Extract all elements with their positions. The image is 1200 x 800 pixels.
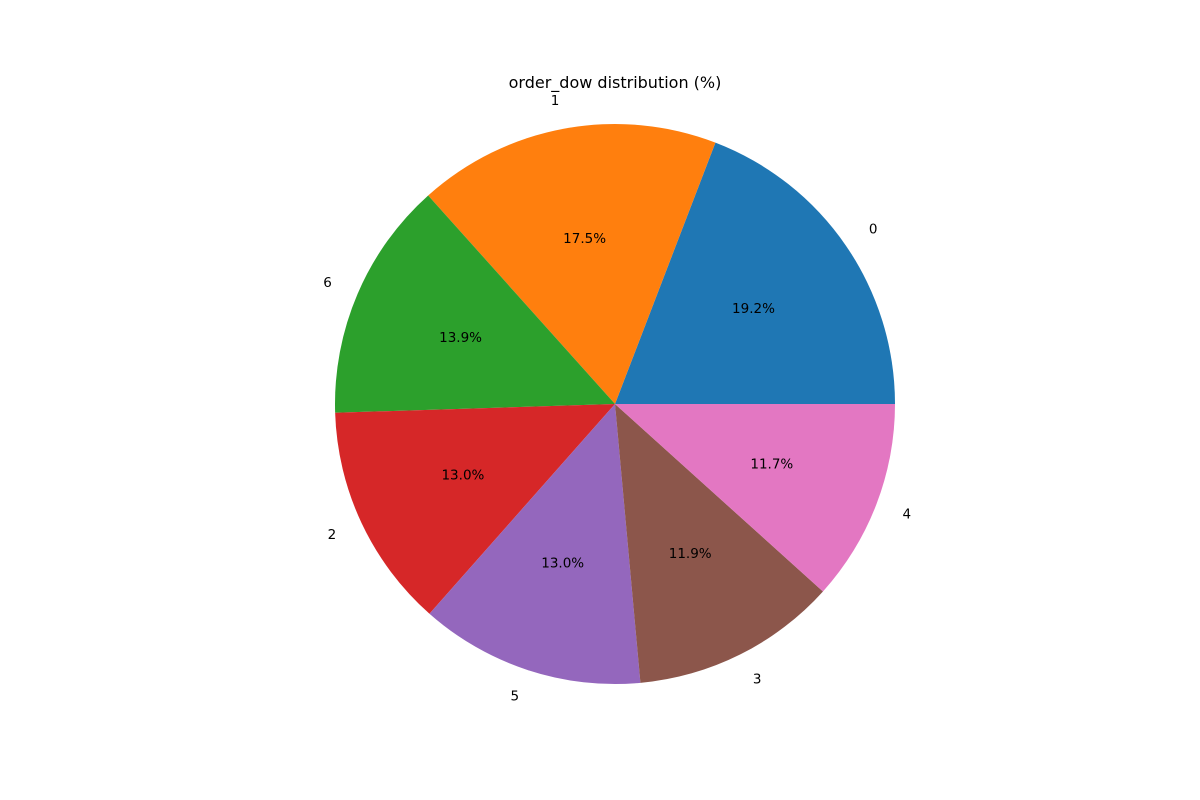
- pie-percent-label-1: 17.5%: [563, 231, 606, 247]
- pie-category-label-2: 2: [328, 527, 337, 543]
- pie-category-label-0: 0: [869, 222, 878, 238]
- pie-slice-4: [615, 404, 895, 592]
- pie-category-label-3: 3: [753, 671, 762, 687]
- pie-slice-6: [335, 195, 615, 413]
- pie-category-label-4: 4: [903, 506, 912, 522]
- pie-percent-label-3: 11.9%: [669, 546, 712, 562]
- pie-slice-3: [615, 404, 823, 683]
- pie-slices: [335, 123, 895, 684]
- pie-category-label-1: 1: [551, 93, 560, 109]
- pie-slice-1: [428, 123, 716, 405]
- pie-percent-label-5: 13.0%: [541, 556, 584, 572]
- pie-percent-labels: 19.2% 17.5% 13.9% 13.0% 13.0% 11.9% 11.7%: [439, 231, 793, 572]
- pie-category-labels: 0 1 6 2 5 3 4: [323, 93, 911, 705]
- pie-percent-label-6: 13.9%: [439, 330, 482, 346]
- pie-percent-label-2: 13.0%: [441, 467, 484, 483]
- pie-slice-5: [429, 404, 641, 684]
- chart-title: order_dow distribution (%): [509, 73, 722, 93]
- pie-category-label-6: 6: [323, 275, 332, 291]
- pie-percent-label-0: 19.2%: [732, 301, 775, 317]
- pie-slice-0: [615, 142, 895, 404]
- pie-slice-2: [335, 404, 615, 614]
- pie-category-label-5: 5: [510, 689, 519, 705]
- pie-percent-label-4: 11.7%: [750, 456, 793, 472]
